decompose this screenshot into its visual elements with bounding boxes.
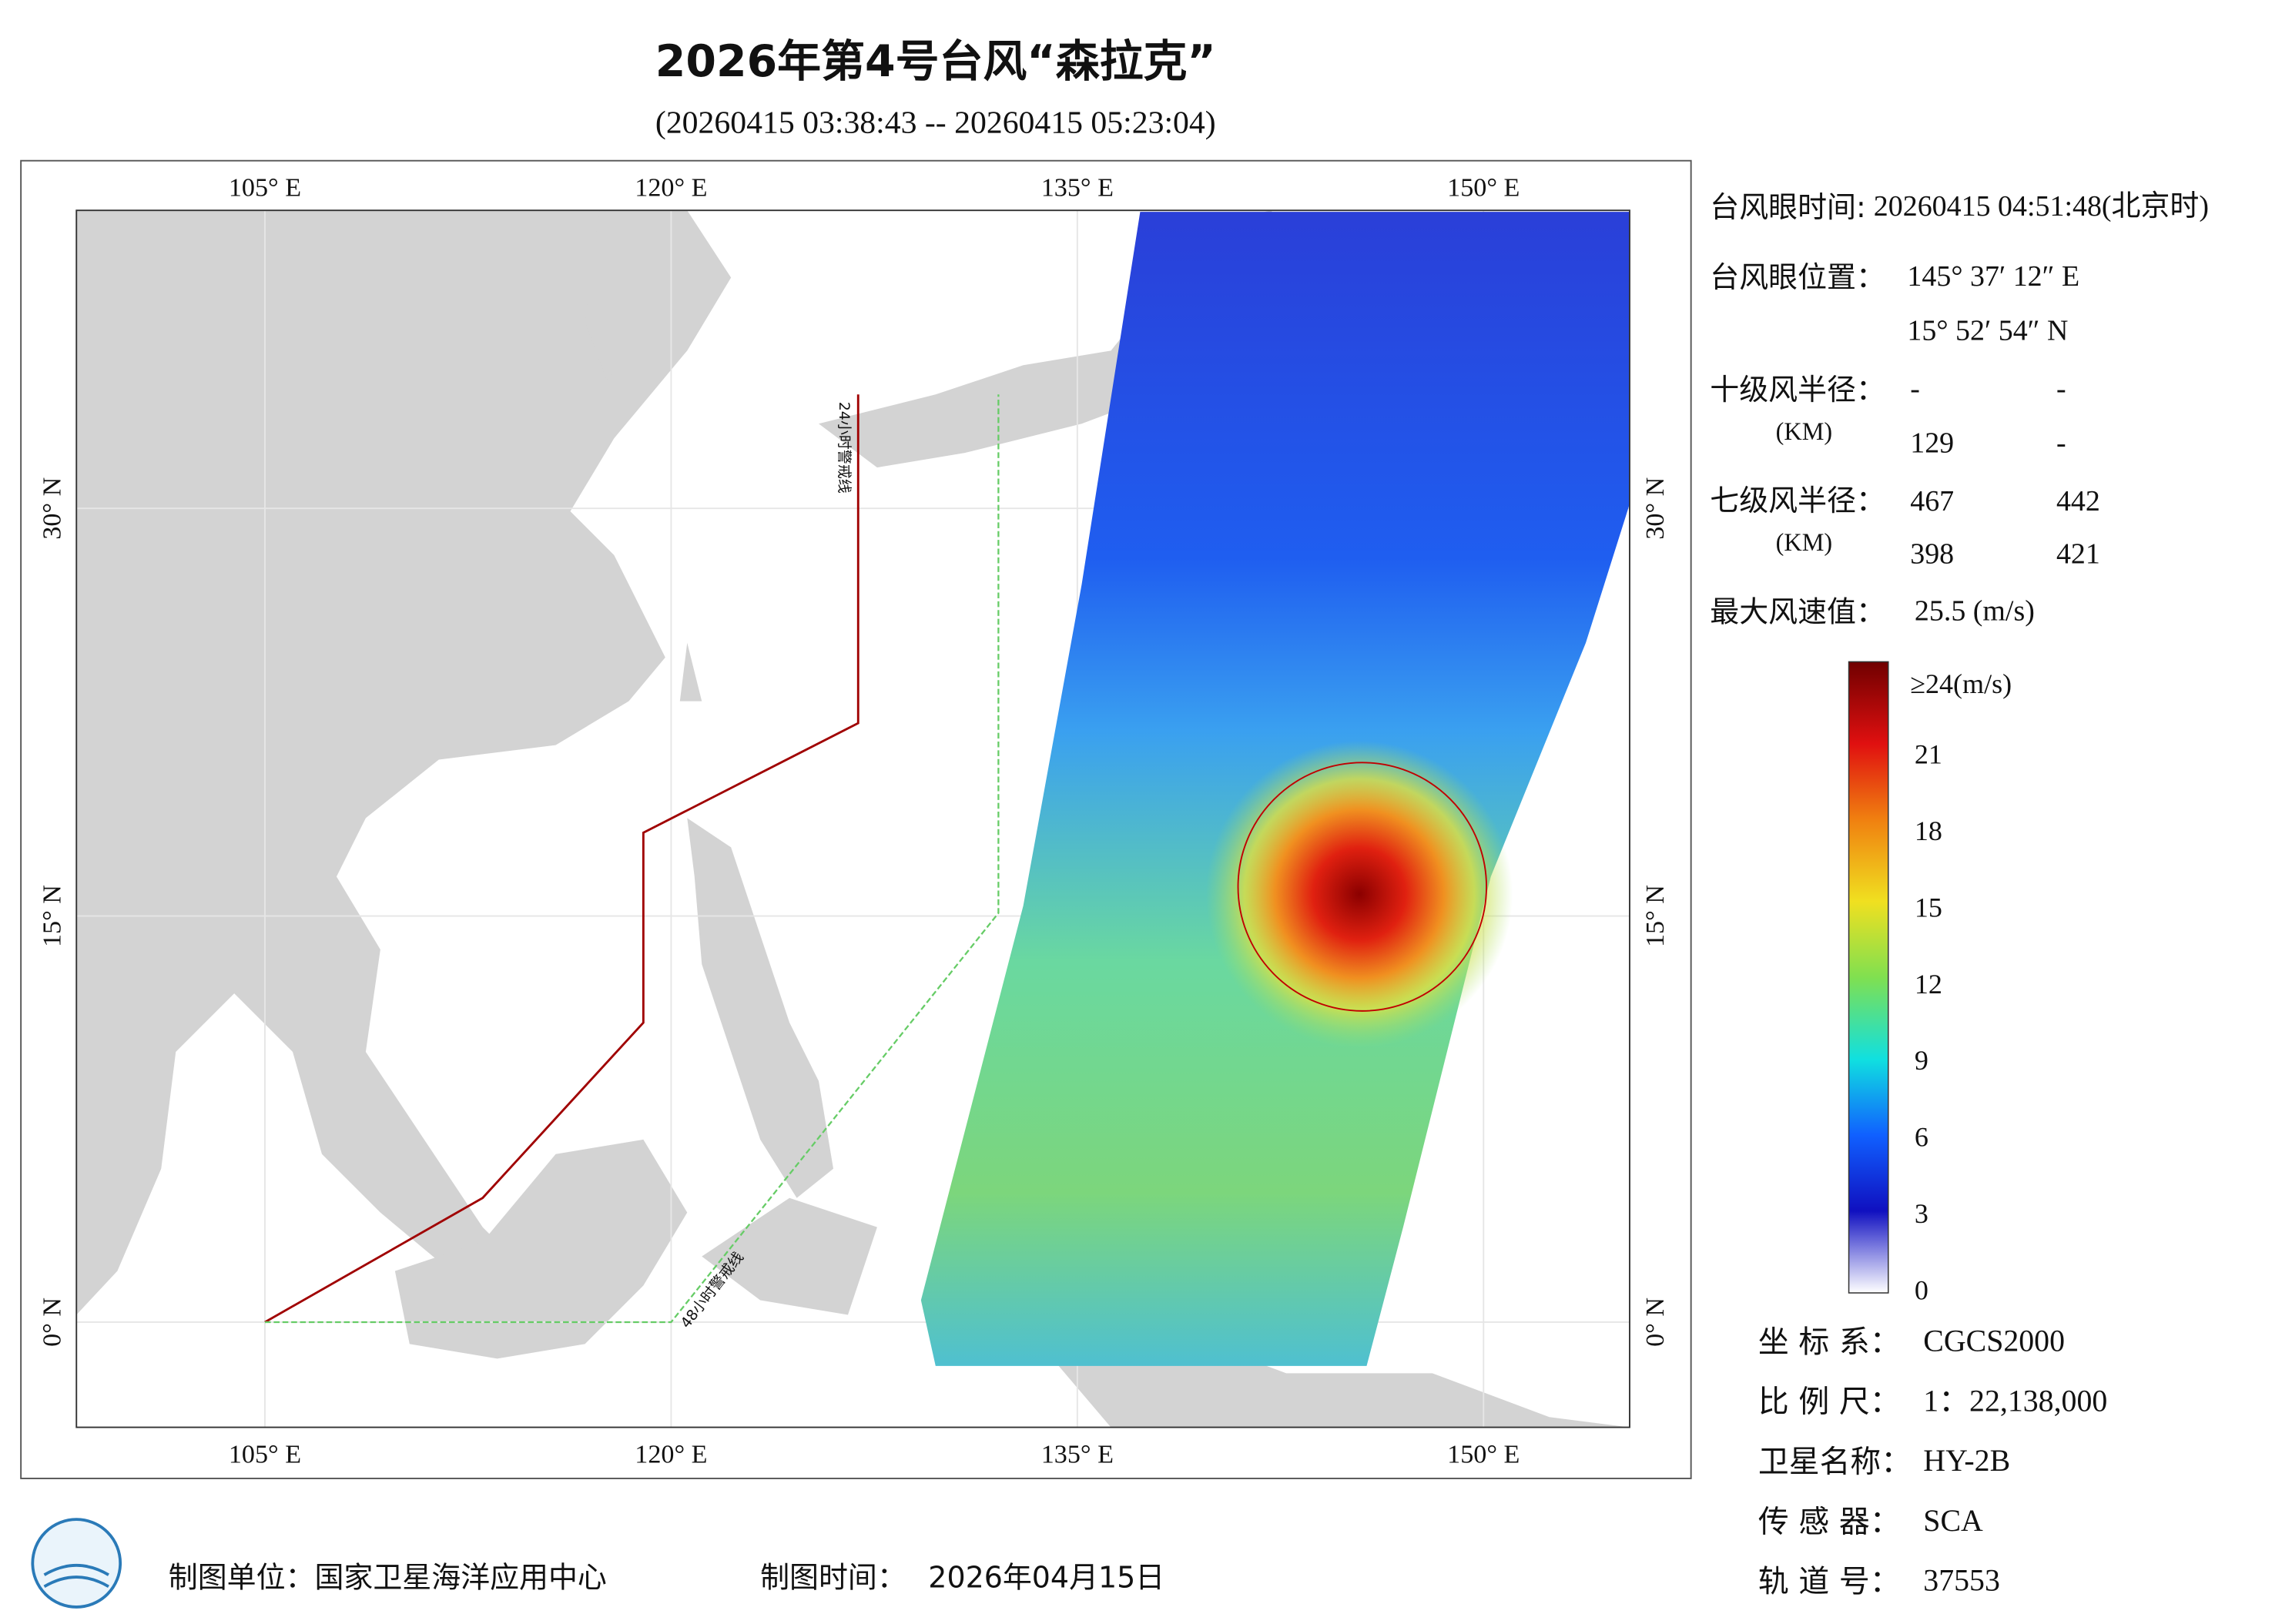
info-unit: (KM) [1776, 528, 1832, 556]
footer-time-value: 2026年04月15日 [928, 1560, 1164, 1594]
meta-value: SCA [1923, 1503, 1983, 1538]
subtitle: (20260415 03:38:43 -- 20260415 05:23:04) [655, 105, 1216, 141]
info-value: 467 [1910, 485, 1954, 517]
lon-label: 105° E [229, 173, 301, 202]
info-value: - [2056, 373, 2066, 405]
typhoon-core [1205, 740, 1513, 1048]
lat-label: 15° N [1641, 885, 1670, 947]
info-value: - [1910, 373, 1920, 405]
info-label: 最大风速值： [1710, 594, 1885, 628]
lat-label: 30° N [1641, 477, 1670, 540]
info-value: 20260415 04:51:48(北京时) [1874, 190, 2209, 223]
title: 2026年第4号台风“森拉克” [655, 36, 1216, 87]
info-value: 145° 37′ 12″ E [1907, 260, 2079, 293]
land-korea [585, 210, 658, 380]
info-value: 129 [1910, 427, 1954, 459]
colorbar-tick-label: 15 [1915, 892, 1942, 922]
meta-label: 卫星名称： [1758, 1444, 1912, 1479]
lat-label: 15° N [39, 885, 67, 947]
footer-unit: 制图单位：国家卫星海洋应用中心 [169, 1560, 607, 1594]
colorbar-tick-label: 6 [1915, 1122, 1928, 1153]
lat-labels: 30° N 30° N 15° N 15° N 0° N 0° N [39, 477, 1670, 1347]
info-value: - [2056, 427, 2066, 459]
lat-label: 0° N [1641, 1298, 1670, 1347]
land-philippines [679, 642, 833, 1198]
lon-label: 120° E [635, 173, 707, 202]
map-area: 24小时警戒线 48小时警戒线 [76, 210, 1630, 1428]
info-value: 398 [1910, 538, 1954, 571]
info-label: 台风眼时间: [1710, 190, 1865, 224]
colorbar-tick-label: 21 [1915, 739, 1942, 770]
colorbar-tick-label: 18 [1915, 815, 1942, 846]
info-value: 15° 52′ 54″ N [1907, 314, 2068, 347]
colorbar-tick-label: 9 [1915, 1045, 1928, 1076]
info-label: 十级风半径： [1710, 373, 1885, 407]
logo-waves [43, 1563, 109, 1588]
info-panel: 台风眼时间: 20260415 04:51:48(北京时) 台风眼位置： 145… [1710, 190, 2209, 629]
meta-label: 传 感 器： [1758, 1504, 1901, 1539]
land-indonesia [702, 1197, 1630, 1428]
lon-label: 105° E [229, 1440, 301, 1468]
land-asia [76, 210, 732, 1315]
info-label: 七级风半径： [1710, 484, 1885, 517]
lon-label: 135° E [1041, 173, 1114, 202]
lat-label: 30° N [39, 477, 67, 540]
meta-label: 比 例 尺： [1758, 1385, 1901, 1420]
colorbar [1848, 661, 1889, 1294]
meta-label: 轨 道 号： [1758, 1564, 1901, 1599]
logo-circle [31, 1518, 122, 1609]
warning-label: 24小时警戒线 [836, 402, 853, 494]
colorbar-tick-label: 3 [1915, 1198, 1928, 1229]
lat-label: 0° N [39, 1298, 67, 1347]
lon-label: 150° E [1447, 1440, 1520, 1468]
map-frame [20, 159, 1692, 1479]
land-japan [819, 210, 1287, 468]
colorbar-tick-label: 12 [1915, 969, 1942, 1000]
info-unit: (KM) [1776, 417, 1832, 445]
lon-label: 150° E [1447, 173, 1520, 202]
meta-value: 1：22,138,000 [1923, 1383, 2107, 1418]
colorbar-ticks: 0 3 6 9 12 15 18 21 [1915, 739, 1942, 1306]
colorbar-top-label: ≥24(m/s) [1910, 668, 2012, 699]
info-value: 25.5 (m/s) [1915, 595, 2035, 628]
lon-label: 135° E [1041, 1440, 1114, 1468]
info-value: 442 [2056, 485, 2100, 517]
lon-label: 120° E [635, 1440, 707, 1468]
info-value: 421 [2056, 538, 2100, 571]
wind-radius-circle [1237, 762, 1487, 1012]
colorbar-tick-label: 0 [1915, 1274, 1928, 1305]
meta-value: HY-2B [1923, 1443, 2010, 1478]
meta-label: 坐 标 系： [1758, 1324, 1901, 1360]
meta-value: CGCS2000 [1923, 1324, 2065, 1358]
lon-labels: 105° E 105° E 120° E 120° E 135° E 135° E 150°… [229, 173, 1520, 1468]
logo [31, 1518, 122, 1609]
info-label: 台风眼位置： [1710, 260, 1885, 294]
map-border [75, 209, 1630, 1428]
warning-line-48h [264, 394, 1000, 1324]
warning-line-24h [264, 394, 860, 1324]
footer-time-label: 制图时间： [760, 1560, 906, 1594]
meta-panel: 坐 标 系： CGCS2000 比 例 尺： 1：22,138,000 卫星名称： HY-… [1758, 1324, 2107, 1600]
land-borneo [394, 1139, 688, 1359]
meta-value: 37553 [1923, 1563, 2000, 1598]
